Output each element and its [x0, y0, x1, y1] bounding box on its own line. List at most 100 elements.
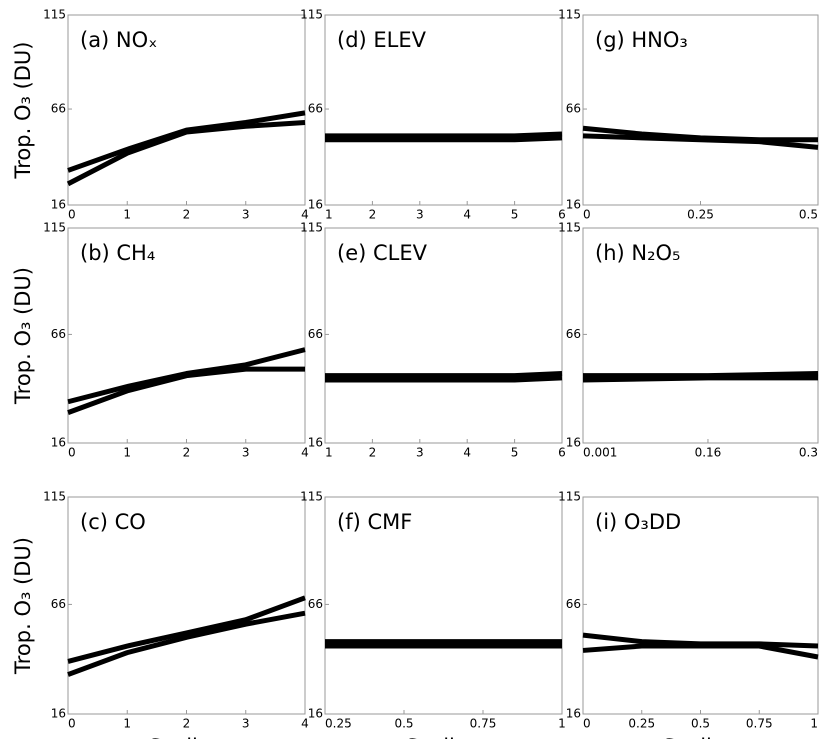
x-tick-label: 0 [68, 717, 76, 731]
panel-title: (g) HNO₃ [595, 28, 688, 52]
x-tick-label: 6 [558, 208, 566, 222]
y-tick-label: 115 [558, 221, 581, 235]
y-tick-label: 66 [566, 597, 581, 611]
y-tick-label: 16 [566, 707, 581, 721]
x-tick-label: 3 [416, 208, 424, 222]
x-tick-label: 0.16 [695, 446, 722, 460]
y-tick-label: 16 [51, 198, 66, 212]
plot-frame [324, 14, 563, 206]
data-line [325, 371, 563, 379]
x-tick-label: 4 [301, 717, 309, 731]
y-tick-label: 66 [308, 597, 323, 611]
x-tick-label: 1 [325, 446, 333, 460]
y-tick-label: 115 [300, 8, 323, 22]
x-tick-label: 3 [242, 717, 250, 731]
x-tick-label: 3 [242, 446, 250, 460]
x-tick-label: 1 [325, 208, 333, 222]
y-tick-label: 16 [566, 436, 581, 450]
x-tick-label: 3 [242, 208, 250, 222]
y-tick-label: 115 [43, 8, 66, 22]
y-tick-label: 16 [566, 198, 581, 212]
x-tick-label: 0.001 [583, 446, 617, 460]
x-tick-label: 0.5 [799, 208, 818, 222]
x-tick-label: 0 [68, 208, 76, 222]
y-axis-label: Trop. O₃ (DU) [11, 267, 35, 405]
panel-title: (i) O₃DD [595, 510, 681, 534]
y-tick-label: 16 [308, 436, 323, 450]
x-tick-label: 2 [369, 208, 377, 222]
data-line [66, 119, 306, 187]
y-tick-label: 16 [51, 707, 66, 721]
x-tick-label: 0.75 [746, 717, 773, 731]
data-line [67, 595, 306, 664]
x-tick-label: 0.5 [394, 717, 413, 731]
y-tick-label: 66 [566, 102, 581, 116]
panel-title: (h) N₂O₅ [595, 241, 680, 265]
x-tick-label: 0 [583, 717, 591, 731]
panel-title: (b) CH₄ [80, 241, 155, 265]
y-axis-label: Trop. O₃ (DU) [11, 42, 35, 180]
y-tick-label: 16 [308, 707, 323, 721]
data-line [325, 375, 563, 383]
x-axis-label: Scaling [148, 735, 224, 739]
y-tick-label: 66 [51, 327, 66, 341]
data-line [67, 110, 306, 173]
y-tick-label: 115 [43, 490, 66, 504]
data-line [582, 133, 819, 150]
x-tick-label: 5 [511, 446, 519, 460]
x-tick-label: 1 [810, 717, 818, 731]
plot-frame [324, 496, 563, 715]
x-tick-label: 0.75 [470, 717, 497, 731]
y-tick-label: 115 [43, 221, 66, 235]
x-axis-label: Scaling [405, 735, 481, 739]
x-tick-label: 0.3 [799, 446, 818, 460]
x-tick-label: 0.25 [325, 717, 352, 731]
x-tick-label: 5 [511, 208, 519, 222]
data-line [67, 610, 306, 677]
y-tick-label: 115 [300, 490, 323, 504]
x-tick-label: 2 [183, 717, 191, 731]
y-tick-label: 66 [308, 327, 323, 341]
x-tick-label: 2 [183, 208, 191, 222]
y-tick-label: 66 [51, 597, 66, 611]
y-tick-label: 115 [558, 8, 581, 22]
y-axis-label: Trop. O₃ (DU) [11, 537, 35, 675]
plot-frame [324, 227, 563, 444]
data-line [582, 643, 819, 660]
y-tick-label: 115 [300, 221, 323, 235]
x-tick-label: 0 [583, 208, 591, 222]
panel-title: (d) ELEV [337, 28, 427, 52]
x-tick-label: 0.25 [628, 717, 655, 731]
panel-title: (f) CMF [337, 510, 412, 534]
data-line [325, 135, 563, 143]
x-tick-label: 2 [369, 446, 377, 460]
x-tick-label: 4 [301, 208, 309, 222]
data-line [67, 366, 305, 415]
x-tick-label: 0.5 [691, 717, 710, 731]
x-tick-label: 4 [463, 446, 471, 460]
plot-frame [582, 227, 819, 444]
x-tick-label: 0.25 [687, 208, 714, 222]
x-tick-label: 6 [558, 446, 566, 460]
x-tick-label: 1 [123, 208, 131, 222]
panel-title: (c) CO [80, 510, 146, 534]
y-tick-label: 66 [51, 102, 66, 116]
panel-title: (a) NOₓ [80, 28, 158, 52]
x-tick-label: 0 [68, 446, 76, 460]
data-line [325, 131, 563, 139]
x-tick-label: 1 [558, 717, 566, 731]
x-tick-label: 1 [123, 446, 131, 460]
data-line [582, 375, 818, 383]
y-tick-label: 16 [308, 198, 323, 212]
y-tick-label: 16 [51, 436, 66, 450]
x-tick-label: 4 [463, 208, 471, 222]
y-tick-label: 115 [558, 490, 581, 504]
y-tick-label: 66 [308, 102, 323, 116]
x-tick-label: 2 [183, 446, 191, 460]
x-tick-label: 4 [301, 446, 309, 460]
x-tick-label: 3 [416, 446, 424, 460]
panel-title: (e) CLEV [337, 241, 428, 265]
x-tick-label: 1 [123, 717, 131, 731]
x-axis-label: Scaling [662, 735, 738, 739]
y-tick-label: 66 [566, 327, 581, 341]
